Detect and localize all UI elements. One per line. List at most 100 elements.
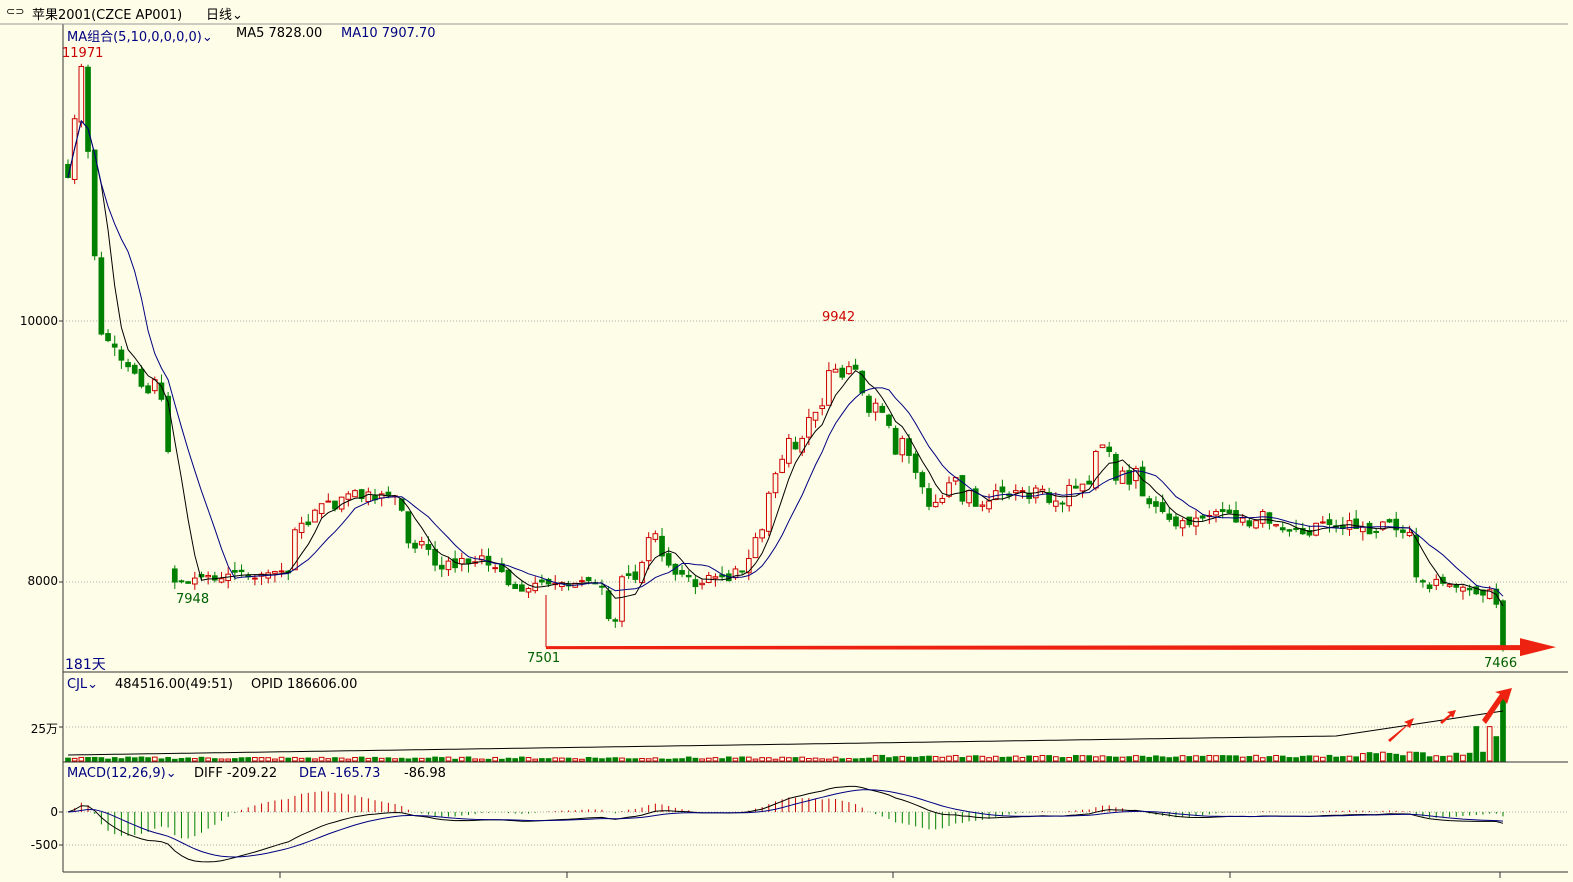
volume-bar [525, 757, 532, 762]
candle-body [1226, 509, 1233, 514]
volume-bar [712, 757, 719, 762]
volume-bar [1179, 755, 1186, 762]
volume-bar [245, 757, 252, 762]
volume-bar [131, 757, 138, 762]
volume-bar [365, 757, 372, 762]
volume-bar [792, 757, 799, 762]
candle-body [218, 578, 225, 583]
volume-arrow-2 [1440, 710, 1456, 724]
candle-body [1052, 500, 1059, 507]
candle-body [1179, 520, 1186, 529]
volume-bar [1360, 753, 1366, 762]
candle-body [1246, 520, 1253, 527]
candle-body [1119, 470, 1126, 484]
chevron-down-icon: ⌄ [232, 8, 243, 23]
candle-body [1400, 529, 1406, 533]
candle-body [345, 493, 352, 500]
volume-bar [158, 758, 165, 762]
ma-indicator-selector[interactable]: MA组合(5,10,0,0,0,0)⌄ [67, 30, 213, 45]
volume-bar [672, 758, 679, 762]
volume-bar [499, 758, 505, 762]
candle-body [1079, 483, 1086, 492]
candle-body [892, 427, 899, 455]
volume-bar [1093, 756, 1099, 762]
days-label: 181天 [65, 657, 106, 673]
candle-body [405, 511, 412, 544]
volume-bar [1279, 755, 1286, 762]
volume-bar [612, 757, 619, 762]
candle-body [1299, 527, 1306, 535]
volume-bar [812, 757, 819, 762]
volume-bar [886, 757, 892, 762]
volume-bar [1453, 752, 1460, 762]
volume-bar [1480, 751, 1486, 762]
candle-body [85, 66, 91, 152]
candle-body [806, 417, 812, 438]
candle-body [438, 564, 445, 570]
volume-bar [212, 758, 218, 762]
volume-bar [312, 758, 318, 762]
candle-body [1266, 512, 1273, 524]
candle-body [632, 571, 639, 580]
volume-bar [292, 756, 298, 762]
volume-indicator-selector[interactable]: CJL⌄ [67, 677, 99, 692]
period-selector[interactable]: 日线⌄ [206, 8, 243, 23]
volume-bar [1006, 756, 1012, 762]
candle-body [1393, 518, 1400, 531]
volume-bar [252, 757, 258, 762]
candle-body [118, 349, 125, 361]
candle-body [1306, 530, 1313, 536]
volume-bar [218, 758, 225, 762]
chevron-down-icon: ⌄ [87, 677, 99, 692]
chevron-down-icon: ⌄ [201, 30, 213, 45]
candle-body [759, 529, 765, 539]
candle-body [332, 500, 338, 510]
candle-body [78, 66, 85, 123]
candle-body [1373, 530, 1380, 533]
candle-body [685, 574, 692, 578]
volume-bar [425, 757, 432, 762]
candle-body [772, 473, 779, 494]
macd-indicator-selector[interactable]: MACD(12,26,9)⌄ [67, 766, 177, 781]
volume-bar [472, 758, 478, 762]
candle-body [238, 569, 245, 573]
volume-bar [765, 757, 772, 762]
candle-body [1326, 519, 1333, 526]
ma10-line [67, 119, 1504, 597]
candle-body [1486, 589, 1493, 599]
candle-body [585, 577, 592, 582]
volume-bar [1133, 755, 1139, 762]
candle-body [1012, 490, 1019, 494]
volume-bar [151, 756, 158, 762]
volume-bar [405, 758, 412, 762]
candle-body [1500, 600, 1506, 648]
annotation-low-left: 7948 [176, 592, 210, 607]
volume-bar [872, 755, 879, 762]
candle-body [1453, 584, 1460, 588]
candle-body [745, 558, 752, 574]
volume-bar [786, 757, 792, 762]
candle-body [879, 405, 886, 413]
volume-bar [118, 758, 125, 762]
candle-body [972, 488, 979, 507]
candle-body [872, 402, 879, 413]
link-icon[interactable]: ⊂⊃ [6, 5, 25, 18]
volume-bar [378, 757, 385, 762]
volume-bar [191, 758, 198, 762]
candle-body [1166, 513, 1173, 520]
volume-bar [1146, 756, 1153, 762]
candle-body [1313, 522, 1319, 536]
candle-body [1473, 586, 1480, 595]
volume-bar [1066, 757, 1072, 762]
candle-body [205, 574, 211, 578]
volume-bar [1426, 756, 1433, 762]
volume-bar [1173, 756, 1179, 762]
ma10-legend: MA10 7907.70 [341, 26, 436, 41]
volume-bar [1446, 755, 1453, 762]
y-tick-8000: 8000 [27, 574, 58, 588]
candle-body [839, 367, 846, 378]
candle-body [1239, 517, 1246, 523]
volume-bar [959, 757, 966, 762]
candle-body [1093, 451, 1099, 489]
volume-bar [632, 758, 639, 762]
